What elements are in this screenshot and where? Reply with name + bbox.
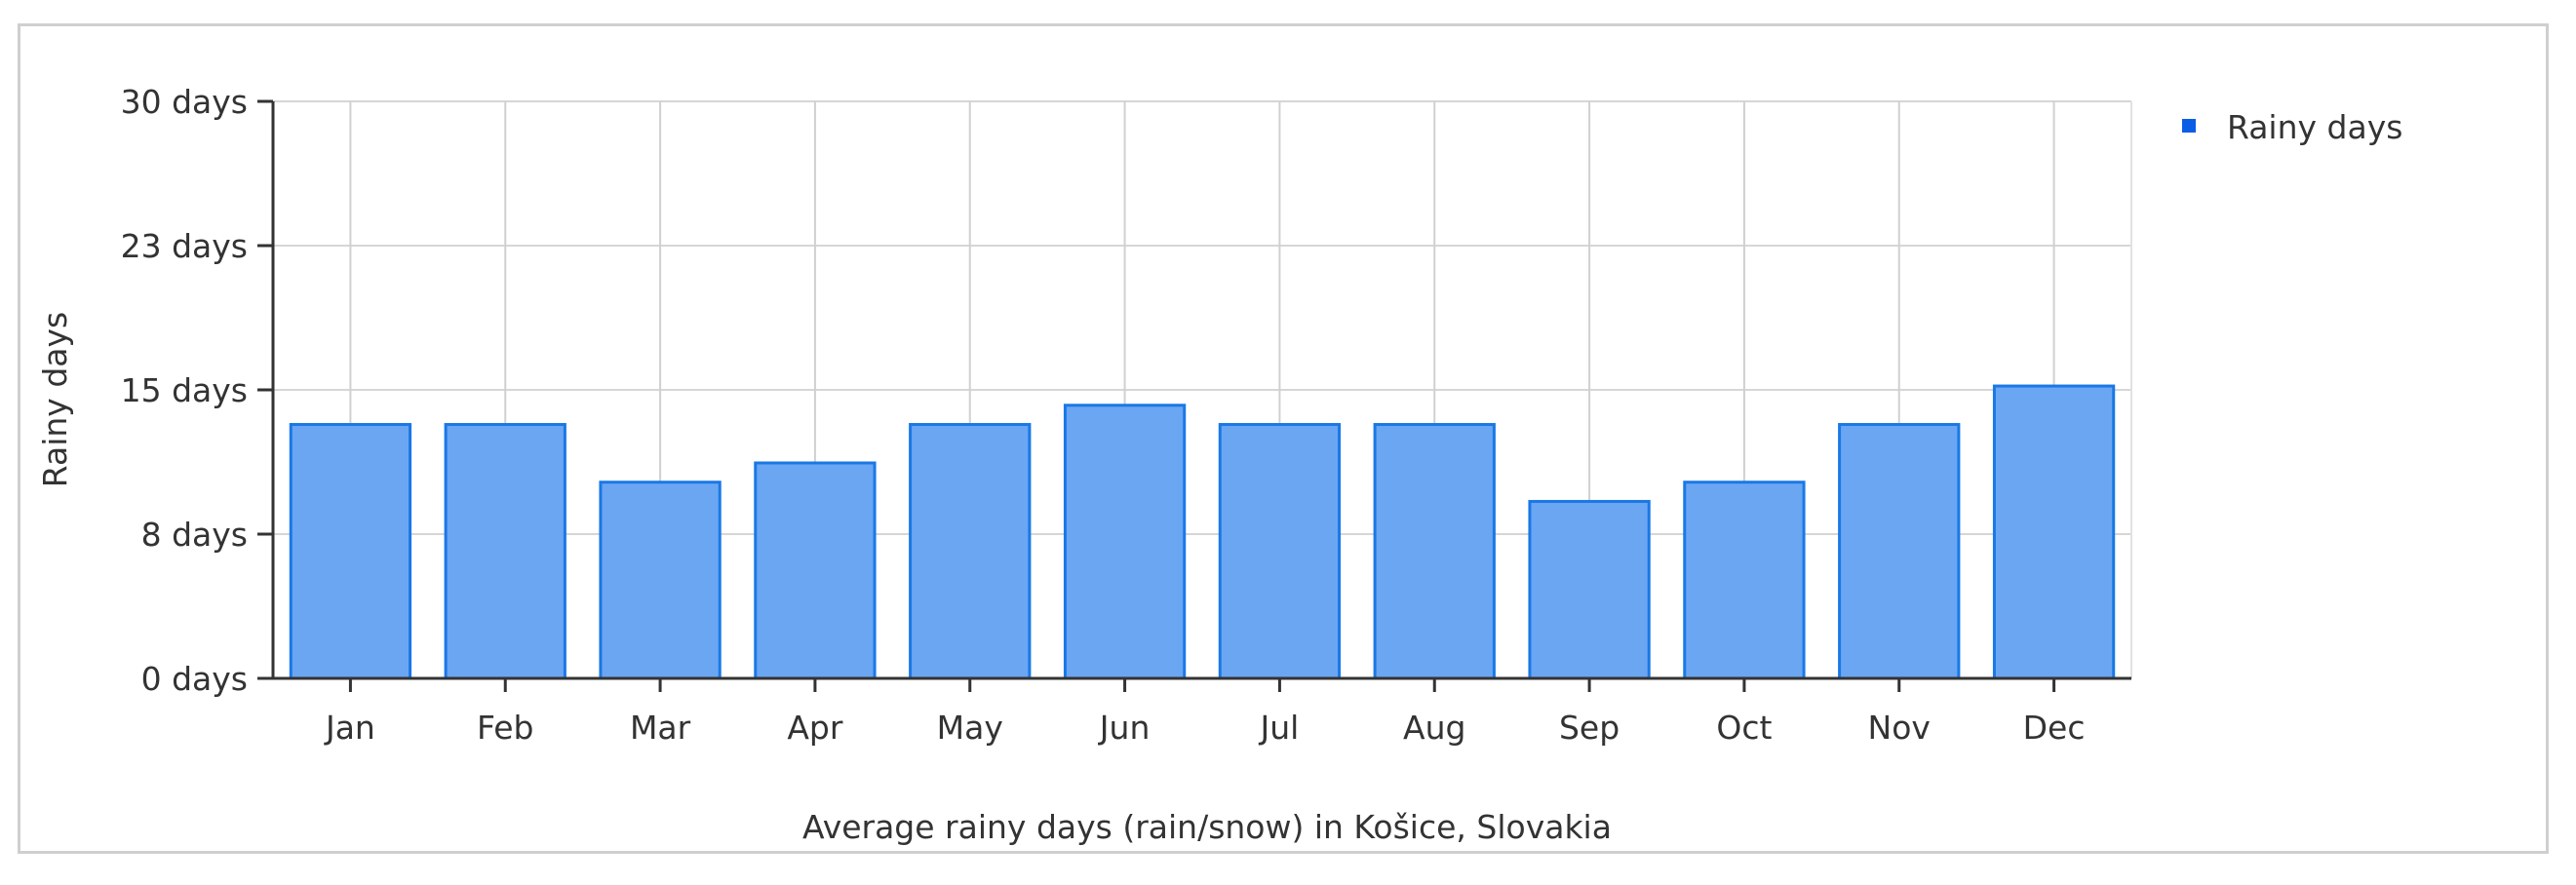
x-axis-caption: Average rainy days (rain/snow) in Košice… [802, 808, 1612, 846]
x-tick-label-jun: Jun [1098, 709, 1151, 747]
y-tick-label: 23 days [121, 227, 248, 265]
x-tick-label-feb: Feb [477, 709, 533, 747]
y-tick-label: 8 days [141, 516, 248, 554]
legend-label: Rainy days [2227, 108, 2402, 146]
x-tick-label-jan: Jan [324, 709, 375, 747]
bar-oct[interactable] [1683, 481, 1806, 680]
bar-apr[interactable] [754, 461, 877, 680]
x-tick-label-mar: Mar [630, 709, 691, 747]
bar-sep[interactable] [1528, 499, 1651, 680]
x-tick-label-sep: Sep [1559, 709, 1620, 747]
bar-jun[interactable] [1063, 404, 1187, 680]
legend: Rainy days [2182, 108, 2402, 146]
y-tick-label: 15 days [121, 371, 248, 409]
x-tick-label-dec: Dec [2023, 709, 2086, 747]
y-tick-label: 0 days [141, 660, 248, 698]
y-tick-label: 30 days [121, 83, 248, 121]
bar-jan[interactable] [289, 423, 412, 680]
legend-marker [2182, 119, 2196, 133]
x-tick-label-aug: Aug [1403, 709, 1465, 747]
bar-feb[interactable] [444, 423, 566, 680]
bar-aug[interactable] [1373, 423, 1496, 680]
bar-jul[interactable] [1218, 423, 1342, 680]
x-tick-label-may: May [937, 709, 1003, 747]
bar-mar[interactable] [599, 481, 722, 680]
x-tick-labels: Jan Feb Mar Apr May Jun Jul Aug Sep Oct Nov Dec [324, 709, 2086, 747]
x-tick-label-apr: Apr [787, 709, 843, 747]
bar-nov[interactable] [1838, 423, 1961, 680]
x-tick-label-jul: Jul [1259, 709, 1300, 747]
x-tick-label-oct: Oct [1716, 709, 1772, 747]
y-tick-labels: 0 days 8 days 15 days 23 days 30 days [121, 83, 248, 698]
bar-dec[interactable] [1992, 384, 2116, 680]
bar-may[interactable] [909, 423, 1032, 680]
axes [257, 99, 2131, 692]
y-axis-title: Rainy days [36, 312, 74, 487]
x-tick-label-nov: Nov [1868, 709, 1931, 747]
bar-series [289, 384, 2116, 680]
